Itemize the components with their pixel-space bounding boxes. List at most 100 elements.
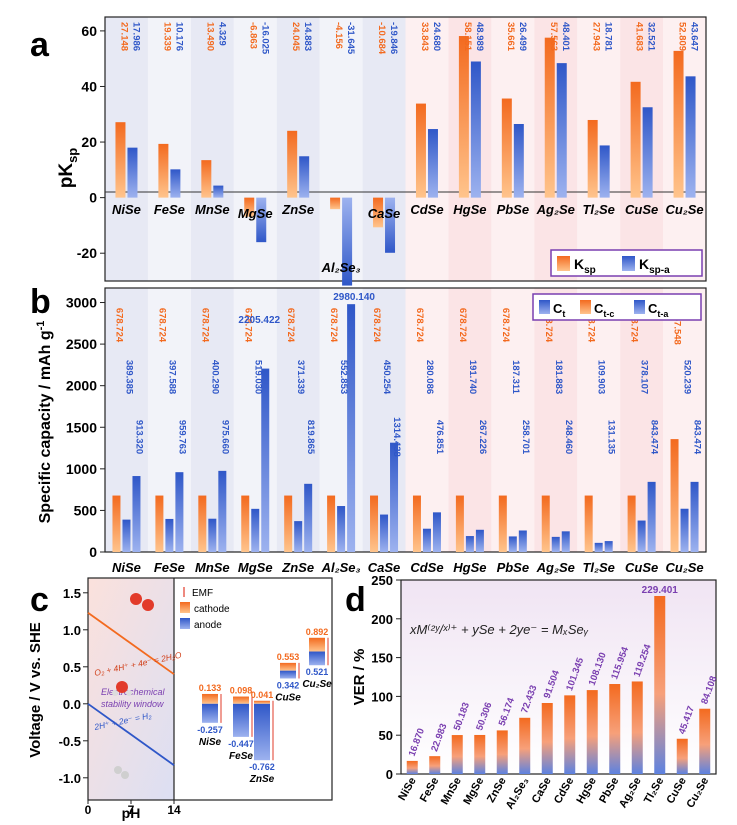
ver-bar-case — [541, 702, 553, 774]
cathode-bar-cuse — [280, 662, 296, 671]
cathode-bar-znse — [254, 700, 270, 704]
ver-bar-znse — [496, 730, 508, 774]
ver-bar-cdse — [564, 695, 576, 774]
panel-c-right-bg — [174, 578, 332, 800]
panel-d-y-tick-label: 100 — [371, 689, 393, 704]
label-ct-a-cuse: 843.474 — [649, 420, 660, 455]
panel-b-y-tick-label: 1500 — [66, 419, 97, 435]
label-ct-a-fese: 959.763 — [176, 420, 187, 454]
label-ct-mgse: 519.030 — [252, 360, 263, 394]
oxygen-evolution-line — [87, 612, 175, 675]
panel-d-y-tick-label: 50 — [379, 728, 393, 743]
label-ksp-a-tl2se: 18.781 — [603, 22, 614, 52]
bar-ct-nise — [122, 519, 131, 552]
ver-bar-cuse — [676, 738, 688, 774]
label-ct-a-cu2se: 843.474 — [692, 420, 703, 455]
label-ksp-fese: 19.339 — [161, 22, 172, 51]
bar-ct-case — [380, 514, 389, 552]
panel-b-backgrounds — [105, 288, 706, 552]
label-ct-tl2se: 109.903 — [596, 360, 607, 394]
bar-ct-c-case — [370, 495, 379, 552]
label-ksp-a-ag2se: 48.401 — [560, 22, 571, 52]
bar-ksp-a-mnse — [213, 185, 224, 198]
panel-b-y-tick-label: 2500 — [66, 336, 97, 352]
bar-ct-a-pbse — [518, 530, 527, 552]
bar-ct-ag2se — [551, 536, 560, 552]
category-znse: ZnSe — [281, 202, 314, 217]
panel-a-y-tick-label: 40 — [81, 78, 97, 94]
panel-d-frame — [400, 579, 717, 775]
panel-a-column-bg-mnse — [190, 17, 234, 281]
panel-c-x-label: pH — [122, 805, 141, 821]
bar-ksp-a-cdse — [427, 129, 438, 198]
bar-ct-c-mgse — [241, 495, 250, 552]
legend-cathode-swatch — [180, 602, 190, 613]
bar-ksp-a-fese — [170, 169, 181, 198]
category-fese: FeSe — [154, 202, 185, 217]
ver-bar-mgse — [474, 734, 486, 774]
bar-ct-a-ag2se — [561, 531, 570, 552]
label-ct-znse: 371.339 — [295, 360, 306, 394]
label-ksp-a-mnse: 4.329 — [216, 22, 227, 46]
hydrogen-molecule-icon — [114, 766, 129, 779]
panel-a-y-tick-label: -20 — [77, 245, 97, 261]
legend-ksp-label: Ksp — [574, 256, 596, 276]
ver-bar-al2se3 — [519, 717, 531, 774]
panel-d-y-tick-label: 0 — [386, 767, 393, 782]
cathode-bar-nise — [202, 693, 218, 704]
panel-c-chart: 1.5 1.0 0.5 0.0 -0.5 -1.0 0 7 14 0.133 -0.257 NiSe… — [27, 577, 333, 821]
legend-ct-a-swatch — [634, 300, 645, 314]
bar-ct-mgse — [251, 508, 260, 552]
ver-category-fese: FeSe — [418, 776, 442, 805]
panel-a-column-bg-tl2se — [577, 17, 621, 281]
hydrogen-evolution-line — [87, 703, 175, 766]
label-ct-cdse: 280.086 — [424, 360, 435, 394]
bar-ct-c-cdse — [412, 495, 421, 552]
bar-ct-c-hgse — [455, 495, 464, 552]
cathode-bar-fese — [233, 696, 249, 704]
category-b-hgse: HgSe — [453, 560, 486, 575]
anode-bar-znse — [254, 703, 270, 761]
label-ct-c-mnse: 678.724 — [199, 308, 210, 343]
ver-bar-mnse — [451, 735, 463, 774]
label-ct-a-mnse: 975.660 — [219, 420, 230, 454]
bar-ct-a-cu2se — [690, 481, 699, 552]
panel-a-column-bg-cdse — [405, 17, 449, 281]
label-ct-a-case: 1314.438 — [391, 417, 402, 457]
panel-a-y-axis: 60 40 20 0 -20 — [77, 23, 105, 261]
cathode-label-fese: 0.098 — [230, 686, 253, 696]
panel-b-frame — [104, 287, 707, 553]
ver-category-case: CaSe — [530, 776, 554, 806]
material-name-nise: NiSe — [199, 737, 222, 748]
panel-label-d: d — [345, 581, 366, 619]
material-name-fese: FeSe — [229, 751, 253, 762]
legend-ksp-a-swatch — [622, 256, 635, 271]
ver-bar-nise — [406, 760, 418, 774]
oxygen-molecule-icon — [130, 593, 154, 611]
label-ksp-case: -10.684 — [376, 22, 387, 55]
ver-category-hgse: HgSe — [574, 776, 598, 806]
category-cdse: CdSe — [410, 202, 443, 217]
label-ksp-a-cu2se: 43.647 — [689, 22, 700, 51]
bar-ct-c-ag2se — [541, 495, 550, 552]
cathode-label-nise: 0.133 — [199, 683, 222, 693]
bar-ct-cu2se — [680, 508, 689, 552]
category-mnse: MnSe — [195, 202, 230, 217]
bar-ksp-znse — [287, 130, 298, 198]
panel-a-column-bg-al2se3 — [319, 17, 363, 281]
bar-ct-cuse — [637, 520, 646, 552]
bar-ksp-pbse — [501, 98, 512, 198]
ver-bar-fese — [429, 756, 441, 774]
window-label-line2: stability window — [101, 699, 164, 709]
bar-ct-znse — [294, 521, 303, 552]
bar-ksp-a-case — [385, 197, 396, 253]
bar-ct-a-case — [390, 442, 399, 552]
panel-a-y-label: pKsp — [56, 148, 80, 189]
category-hgse: HgSe — [453, 202, 486, 217]
anode-label-znse: -0.762 — [249, 762, 275, 772]
category-mgse: MgSe — [238, 206, 273, 221]
label-ct-c-znse: 678.724 — [285, 308, 296, 343]
material-name-cu2se: Cu₂Se — [302, 679, 332, 690]
legend-anode-swatch — [180, 618, 190, 629]
panel-c-y-tick-label: -1.0 — [59, 771, 81, 786]
